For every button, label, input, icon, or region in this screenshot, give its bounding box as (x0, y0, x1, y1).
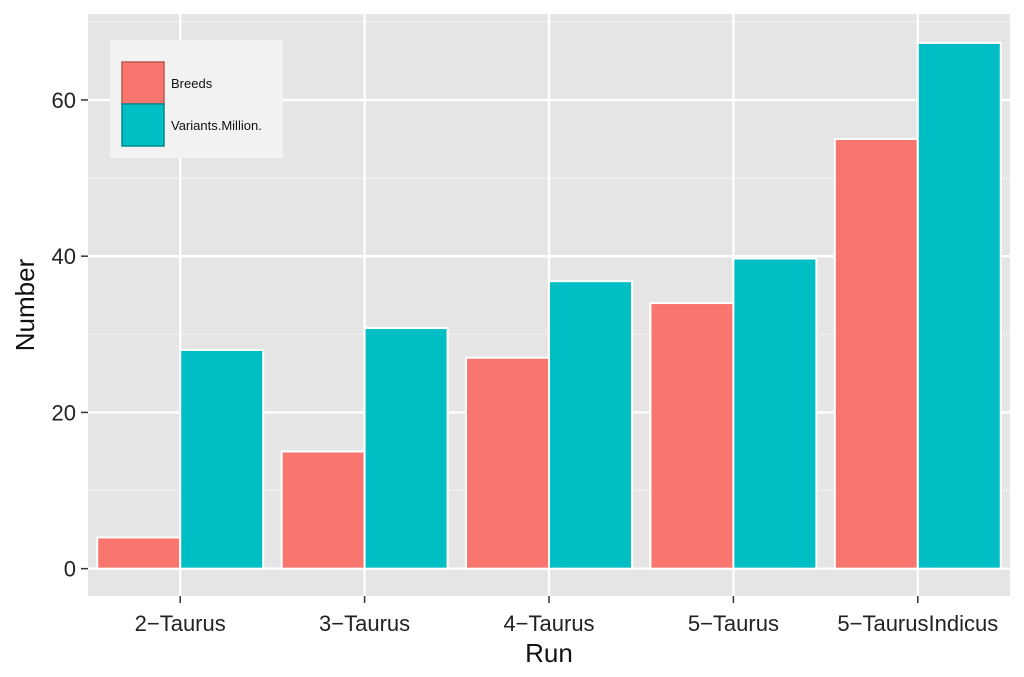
y-axis-title: Number (10, 258, 40, 351)
y-axis-ticks: 0 20 40 60 (52, 88, 88, 582)
bar-variants-4 (916, 41, 1002, 570)
y-tick-label: 20 (52, 400, 76, 425)
legend-label-breeds: Breeds (171, 76, 213, 91)
bar-variants-2 (548, 280, 633, 570)
y-tick-label: 40 (52, 244, 76, 269)
x-axis-ticks: 2−Taurus 3−Taurus 4−Taurus 5−Taurus 5−Taurus… (135, 596, 998, 636)
x-tick-label: 5−Taurus (688, 611, 779, 636)
bars (96, 41, 1002, 570)
x-axis-title: Run (525, 638, 573, 668)
bar-variants-1 (363, 327, 449, 570)
x-tick-label: 4−Taurus (503, 611, 594, 636)
bar-breeds-0 (96, 536, 182, 570)
x-tick-label: 3−Taurus (319, 611, 410, 636)
x-tick-label: 5−TaurusIndicus (837, 611, 998, 636)
x-tick-label: 2−Taurus (135, 611, 226, 636)
bar-variants-0 (179, 348, 265, 570)
legend-label-variants: Variants.Million. (171, 118, 262, 133)
y-tick-label: 60 (52, 88, 76, 113)
legend-key-variants (121, 103, 165, 147)
bar-breeds-2 (465, 356, 550, 570)
bar-breeds-3 (649, 302, 735, 570)
y-tick-label: 0 (64, 557, 76, 582)
bar-breeds-4 (833, 137, 919, 570)
legend-key-breeds (121, 61, 165, 105)
bar-breeds-1 (280, 450, 366, 570)
legend: Breeds Variants.Million. (110, 40, 283, 158)
bar-variants-3 (732, 257, 818, 570)
